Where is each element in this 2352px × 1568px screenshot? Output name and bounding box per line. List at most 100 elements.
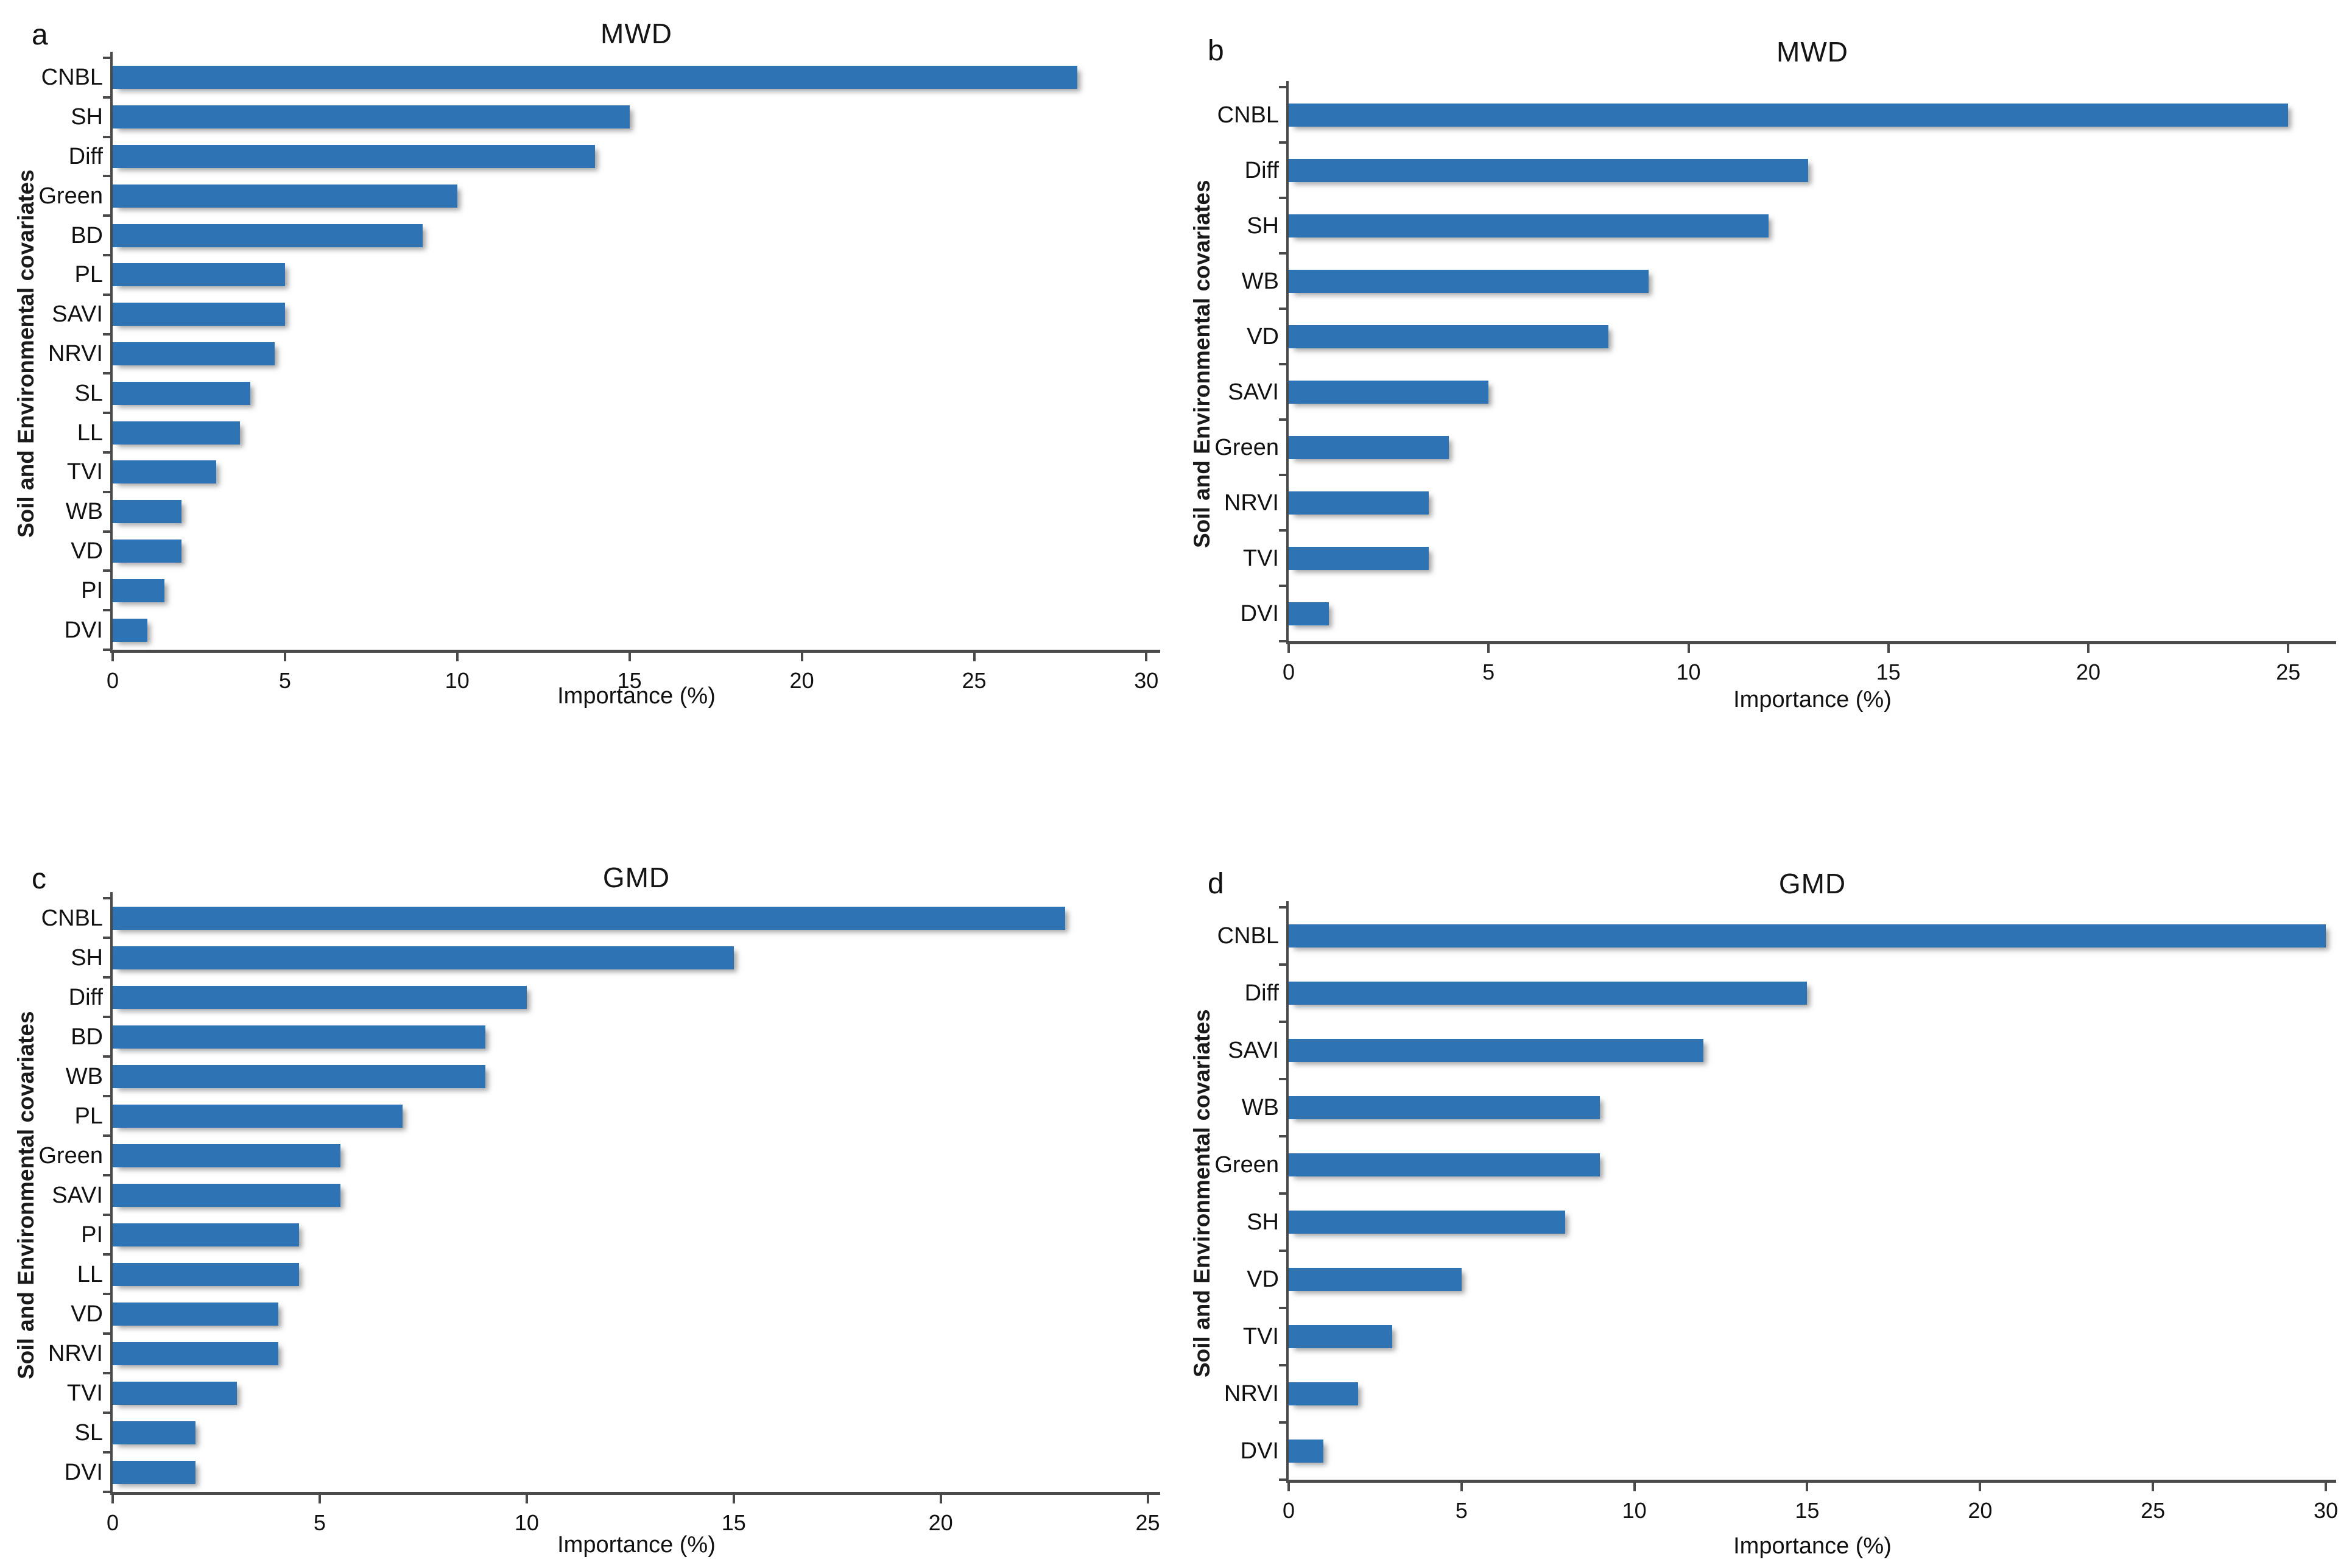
category-label-sh: SH	[1247, 1209, 1279, 1235]
bar-diff	[1289, 982, 1808, 1005]
y-axis-tick	[103, 96, 110, 99]
x-axis-title-d: Importance (%)	[1733, 1533, 1892, 1559]
y-axis-tick	[103, 294, 110, 296]
bar-bd	[113, 224, 423, 247]
bar-diff	[113, 986, 527, 1009]
category-label-sh: SH	[71, 944, 103, 971]
y-axis-tick	[103, 1016, 110, 1018]
bar-nrvi	[113, 1342, 278, 1365]
y-axis-tick	[1279, 363, 1286, 365]
category-label-wb: WB	[1241, 268, 1279, 294]
x-axis-tick	[1287, 644, 1290, 653]
y-axis-tick	[1279, 906, 1286, 909]
category-label-pi: PI	[81, 1222, 103, 1248]
y-axis-line	[1286, 901, 1289, 1483]
x-axis-tick	[1887, 644, 1890, 653]
bar-plot-b: CNBL Diff SH WB VD SAVI Green NRVI TVI DVI 0 5 10 15 2…	[1214, 81, 2336, 683]
chart-title-mwd-b: MWD	[1776, 36, 1848, 68]
bar-cnbl	[1289, 924, 2326, 947]
panel-letter-a: a	[32, 19, 48, 51]
bar-sl	[113, 382, 251, 405]
x-tick-label-15: 15	[1795, 1498, 1820, 1523]
bar-green	[113, 185, 457, 208]
x-axis-line	[110, 1492, 1160, 1495]
bar-wb	[113, 500, 182, 523]
panel-c: c GMD Soil and Environmental covariates …	[0, 779, 1176, 1568]
y-axis-tick	[103, 569, 110, 572]
x-axis-tick	[1806, 1483, 1809, 1491]
y-axis-tick	[1279, 308, 1286, 310]
y-axis-tick	[103, 1214, 110, 1216]
y-axis-tick	[103, 491, 110, 493]
x-axis-title-b: Importance (%)	[1733, 687, 1892, 712]
x-axis-tick	[939, 1495, 942, 1503]
category-label-diff: Diff	[68, 144, 103, 169]
x-axis-tick	[973, 653, 976, 661]
bar-green	[1289, 436, 1449, 459]
x-tick-label-25: 25	[2276, 659, 2301, 684]
category-label-tvi: TVI	[66, 459, 103, 485]
y-axis-tick	[103, 649, 110, 651]
bar-diff	[1289, 159, 1809, 182]
bar-diff	[113, 145, 596, 168]
y-axis-tick	[103, 1451, 110, 1454]
y-axis-tick	[103, 451, 110, 454]
y-axis-tick	[103, 214, 110, 217]
y-axis-tick	[1279, 1135, 1286, 1137]
category-label-nrvi: NRVI	[48, 1340, 103, 1366]
x-tick-label-5: 5	[1455, 1498, 1468, 1523]
bar-plot-a: CNBL SH Diff Green BD PL SAVI NRVI SL LL TVI WB VD PI…	[38, 52, 1160, 692]
x-axis-tick	[525, 1495, 528, 1503]
category-label-green: Green	[1214, 1152, 1279, 1178]
x-tick-label-20: 20	[1968, 1498, 1993, 1523]
x-axis-tick	[732, 1495, 735, 1503]
y-axis-tick	[1279, 1421, 1286, 1424]
y-axis-line	[110, 892, 113, 1495]
x-axis-tick	[2287, 644, 2290, 653]
bar-tvi	[1289, 1325, 1393, 1348]
category-label-dvi: DVI	[64, 617, 103, 643]
y-axis-tick	[103, 1412, 110, 1414]
bar-pi	[113, 579, 164, 602]
y-axis-tick	[1279, 1307, 1286, 1309]
x-axis-tick	[283, 653, 286, 661]
category-label-wb: WB	[65, 499, 103, 525]
bar-savi	[113, 303, 285, 326]
bar-wb	[1289, 1096, 1600, 1119]
bar-savi	[1289, 1039, 1704, 1062]
bar-wb	[1289, 270, 1649, 293]
x-axis-title-c: Importance (%)	[557, 1532, 716, 1558]
x-axis-tick	[456, 653, 459, 661]
y-axis-tick	[1279, 963, 1286, 966]
y-axis-tick	[103, 609, 110, 611]
category-label-tvi: TVI	[66, 1380, 103, 1406]
category-label-savi: SAVI	[1228, 379, 1279, 405]
y-axis-tick	[1279, 585, 1286, 587]
y-axis-tick	[1279, 418, 1286, 421]
category-label-sl: SL	[74, 1419, 103, 1446]
x-axis-tick	[1460, 1483, 1463, 1491]
x-tick-label-25: 25	[2141, 1498, 2166, 1523]
category-label-pl: PL	[74, 262, 103, 288]
y-axis-tick	[1279, 529, 1286, 532]
chart-title-gmd-c: GMD	[602, 862, 671, 893]
y-axis-tick	[103, 1055, 110, 1058]
panel-letter-b: b	[1208, 35, 1224, 67]
y-axis-tick	[103, 1293, 110, 1295]
x-tick-label-20: 20	[928, 1510, 953, 1535]
category-label-cnbl: CNBL	[41, 905, 103, 931]
category-label-vd: VD	[1247, 1267, 1279, 1292]
y-axis-tick	[1279, 141, 1286, 144]
panel-b: b MWD Soil and Environmental covariates …	[1176, 0, 2352, 779]
panel-a: a MWD Soil and Environmental covariates …	[0, 0, 1176, 779]
x-axis-line	[1286, 641, 2336, 644]
y-axis-title-b: Soil and Environmental covariates	[1189, 180, 1214, 549]
category-label-dvi: DVI	[1240, 1438, 1279, 1464]
y-axis-tick	[103, 976, 110, 979]
panel-d: d GMD Soil and Environmental covariates …	[1176, 779, 2352, 1568]
bar-dvi	[113, 1461, 196, 1484]
chart-title-gmd-d: GMD	[1778, 868, 1847, 899]
x-tick-label-0: 0	[106, 1510, 119, 1535]
category-label-nrvi: NRVI	[1224, 1381, 1279, 1407]
y-axis-tick	[1279, 1021, 1286, 1023]
